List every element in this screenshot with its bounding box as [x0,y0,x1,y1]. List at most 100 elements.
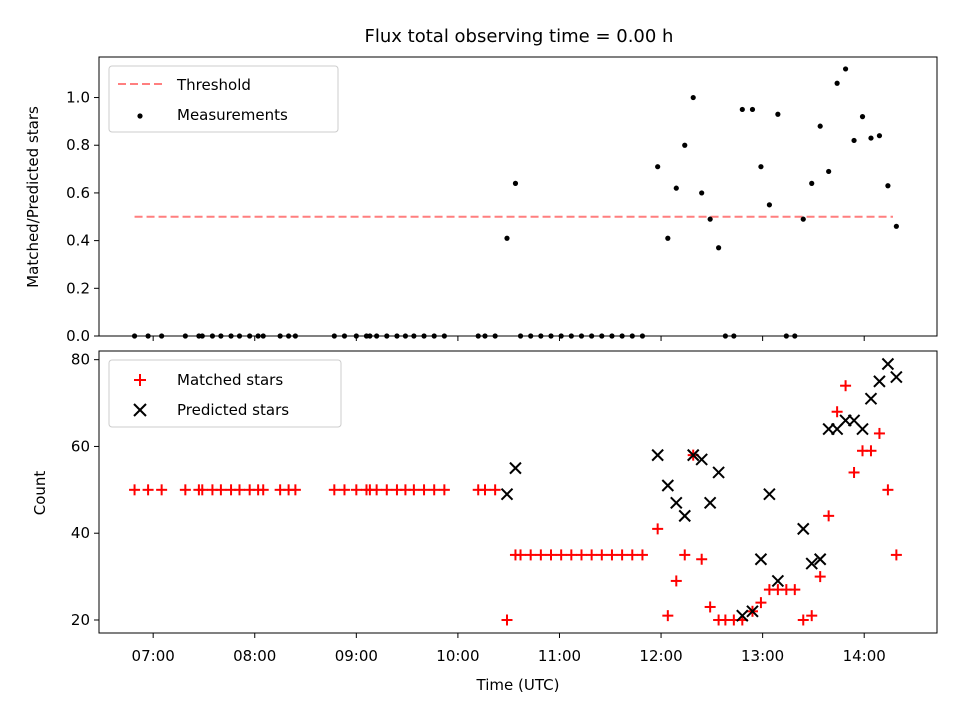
predicted-star-point [890,370,903,384]
measurement-point [707,216,713,222]
matched-star-point [515,549,527,561]
matched-star-point [606,549,618,561]
bottom-y-tick-label: 80 [71,351,90,369]
measurement-point [548,333,554,339]
measurement-point [673,185,679,191]
matched-star-point [489,484,501,496]
measurement-point [431,333,437,339]
measurement-point [260,333,266,339]
measurement-point [826,168,832,175]
bottom-y-tick-label: 60 [71,437,90,455]
matched-star-point [501,614,513,626]
measurements-legend-label: Measurements [177,106,288,124]
measurement-point [851,137,857,144]
x-tick-label: 08:00 [233,647,276,665]
matched-star-point [565,549,577,561]
matched-star-point [289,484,301,496]
predicted-stars-legend-label: Predicted stars [177,401,289,419]
chart-title: Flux total observing time = 0.00 h [365,26,674,47]
predicted-star-point [678,509,691,523]
matched-star-point [257,484,269,496]
matched-star-point [215,484,227,496]
measurement-point [512,180,519,186]
measurement-point [568,333,574,339]
measurement-point [809,180,815,186]
measurement-point [421,333,427,339]
predicted-star-point [661,479,675,492]
measurement-point [331,333,337,339]
matched-star-point [831,406,843,418]
measurements-legend-swatch [137,113,143,119]
matched-star-point [823,510,835,522]
top-legend-box [108,65,339,133]
matched-star-point [350,484,362,496]
matched-star-point [479,484,491,496]
predicted-star-point [754,553,768,566]
matched-star-point [626,549,638,561]
measurement-point [722,333,728,339]
top-y-tick-label: 0.0 [66,327,90,345]
measurement-point [504,235,510,241]
predicted-star-point [763,487,776,501]
measurement-point [599,333,605,339]
matched-star-point [371,484,383,496]
measurement-point [367,333,373,339]
top-y-tick-label: 0.4 [66,232,90,250]
measurement-point [639,333,646,339]
measurement-point [731,333,737,339]
predicted-star-point [813,553,827,566]
matched-star-point [873,427,885,439]
measurement-point [236,333,243,339]
predicted-stars-legend-swatch [133,403,147,417]
measurement-point [482,333,488,339]
top-legend: Threshold Measurements [108,65,339,133]
measurement-point [609,333,615,339]
matched-star-point [545,549,557,561]
measurement-point [885,183,891,189]
measurement-point [775,111,781,117]
measurement-point [749,106,756,113]
matched-star-point [418,484,430,496]
measurement-point [159,333,165,339]
bottom-y-axis-ticks: 20 40 60 80 [71,351,99,629]
measurement-point [218,333,224,339]
bottom-legend: Matched stars Predicted stars [108,359,342,428]
top-x-axis-ticks [152,336,865,341]
x-tick-label: 13:00 [741,647,784,665]
predicted-star-point [509,461,522,475]
measurement-point [475,333,481,339]
matched-star-point [338,484,350,496]
matched-star-point [179,484,191,496]
measurement-point [402,333,409,339]
measurement-point [792,333,798,339]
matched-star-point [670,575,682,587]
measurement-point [690,94,696,101]
top-y-tick-label: 0.8 [66,136,90,154]
measurement-point [209,333,216,339]
measurement-point [868,135,874,141]
matched-star-point [797,614,809,626]
matched-star-point [596,549,608,561]
measurement-point [817,123,823,129]
predicted-stars-points [500,357,903,622]
bottom-y-tick-label: 40 [71,524,90,542]
matched-star-point [814,571,826,583]
measurement-point [247,333,253,339]
measurement-point [842,66,849,72]
measurement-point [578,333,585,339]
matched-star-point [882,484,894,496]
matched-star-point [848,466,860,478]
top-y-tick-label: 0.2 [66,279,90,297]
x-axis-label: Time (UTC) [476,676,560,694]
matched-star-point [616,549,628,561]
x-tick-label: 11:00 [538,647,581,665]
bottom-x-axis-ticks: 07:00 08:00 09:00 10:00 11:00 12:00 13:00 14:00 [132,633,886,665]
measurement-point [893,223,899,229]
measurement-point [859,114,866,120]
matched-star-point [525,549,537,561]
matched-star-point [428,484,440,496]
predicted-star-point [703,496,717,510]
measurement-point [682,142,688,148]
measurement-point [517,333,524,339]
matched-stars-legend-swatch [134,374,146,386]
